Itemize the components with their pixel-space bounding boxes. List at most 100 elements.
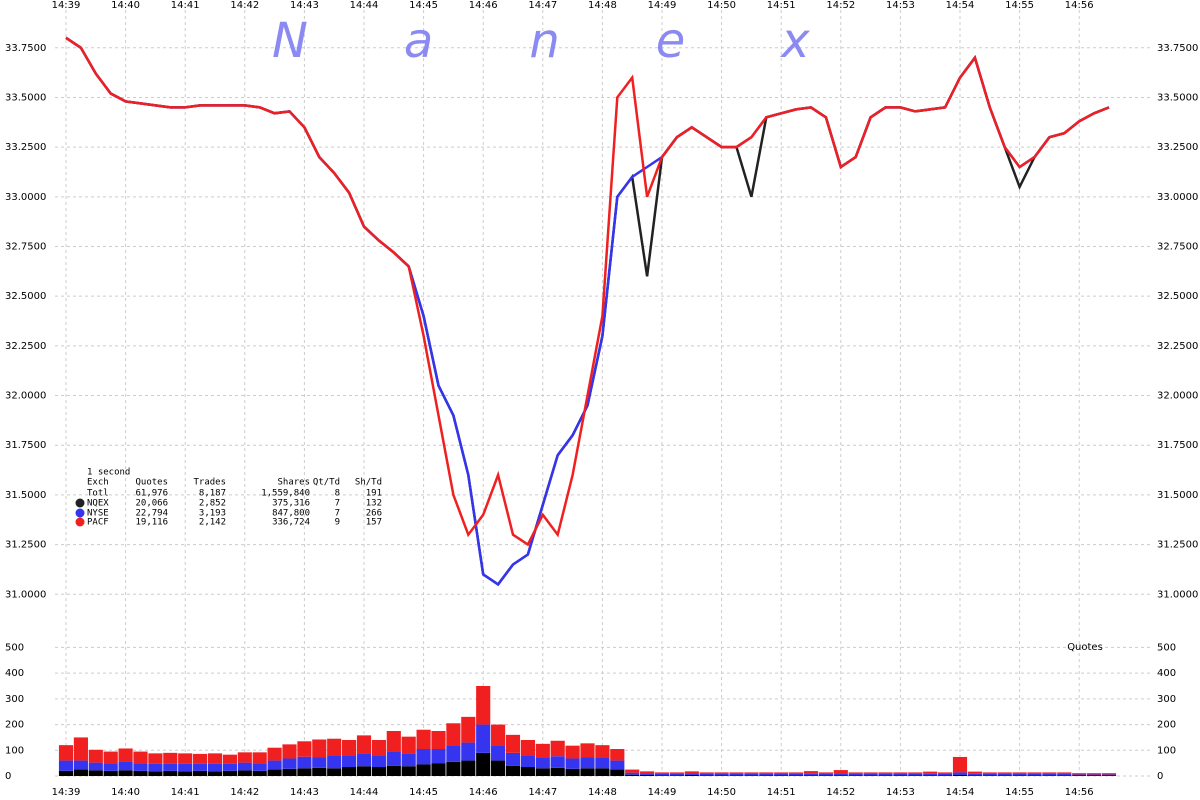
- x-tick-label: 14:49: [648, 787, 677, 798]
- stats-cell: 3,193: [199, 509, 226, 519]
- stats-header: Exch: [87, 478, 109, 488]
- quote-bar: [520, 740, 535, 756]
- quote-bar: [297, 756, 312, 769]
- x-tick-label: 14:50: [707, 787, 736, 798]
- quote-bar: [461, 742, 476, 761]
- stats-cell: 336,724: [272, 518, 310, 528]
- quote-bar: [1027, 775, 1042, 776]
- quote-bar: [252, 763, 267, 771]
- quote-bar: [1087, 775, 1102, 776]
- quote-bar: [818, 775, 833, 776]
- quote-bar: [416, 729, 431, 749]
- stats-cell: 132: [366, 499, 382, 509]
- legend-dot: [75, 508, 85, 518]
- x-tick-label: 14:43: [290, 787, 319, 798]
- stats-header: Trades: [193, 478, 226, 488]
- quote-bar: [938, 773, 953, 776]
- y-tick-label: 32.7500: [5, 241, 46, 252]
- quote-bar: [1012, 773, 1027, 776]
- quote-bar: [148, 763, 163, 772]
- quote-bar: [282, 758, 297, 769]
- y-tick-label: 33.5000: [5, 92, 46, 103]
- x-tick-label: 14:52: [826, 787, 855, 798]
- quote-bar: [133, 770, 148, 776]
- quote-bar: [1101, 775, 1117, 776]
- quote-bar: [952, 756, 968, 773]
- quote-bar: [565, 745, 580, 759]
- quote-bar: [952, 774, 968, 776]
- y-tick-label: 32.0000: [5, 391, 46, 402]
- quote-bar: [386, 731, 401, 752]
- stats-cell: 9: [335, 518, 340, 528]
- quote-bar: [684, 774, 699, 776]
- quote-bar: [997, 773, 1012, 776]
- y-tick-label-right: 31.2500: [1157, 540, 1198, 551]
- stats-exch: Totl: [87, 489, 109, 499]
- quote-bar: [58, 770, 74, 776]
- quote-bar: [371, 740, 386, 756]
- quote-bar: [88, 770, 103, 776]
- quote-bar: [282, 744, 297, 759]
- quote-bar: [535, 758, 550, 769]
- quote-bar: [818, 772, 833, 774]
- quote-bar: [938, 775, 953, 776]
- quote-bar: [461, 716, 476, 743]
- x-tick-label: 14:41: [171, 0, 200, 11]
- quote-bar: [818, 773, 833, 776]
- x-tick-label: 14:42: [230, 0, 259, 11]
- quote-bar: [1101, 773, 1117, 775]
- quote-bar: [893, 773, 908, 776]
- x-tick-label: 14:55: [1005, 787, 1034, 798]
- stats-cell: 1,559,840: [261, 489, 310, 499]
- quote-bar: [520, 767, 535, 776]
- quote-bar: [237, 770, 252, 776]
- stats-exch: NYSE: [87, 509, 109, 519]
- quote-bar: [684, 773, 699, 775]
- quote-bar: [267, 747, 282, 761]
- quote-bar: [833, 775, 848, 776]
- quote-bar: [312, 739, 327, 758]
- quote-bar: [491, 724, 506, 746]
- quote-bar: [73, 737, 88, 761]
- quote-bar: [774, 775, 789, 776]
- quote-bar: [535, 743, 550, 758]
- x-tick-label: 14:44: [350, 787, 379, 798]
- quote-bar: [908, 772, 923, 774]
- quote-bar: [327, 738, 342, 756]
- quote-bar: [133, 763, 148, 771]
- quote-bar: [774, 773, 789, 776]
- x-tick-label: 14:56: [1065, 787, 1094, 798]
- y-tick-label-right: 300: [1157, 694, 1176, 705]
- quote-bar: [476, 686, 491, 725]
- quote-bar: [774, 772, 789, 774]
- quote-bar: [640, 771, 655, 774]
- y-tick-label: 500: [5, 642, 24, 653]
- quote-bar: [759, 775, 774, 776]
- y-tick-label: 32.5000: [5, 291, 46, 302]
- quote-bar: [714, 772, 729, 774]
- quote-bar: [178, 771, 193, 776]
- quote-bar: [789, 775, 804, 776]
- y-tick-label-right: 32.7500: [1157, 241, 1198, 252]
- quote-bar: [163, 770, 178, 776]
- stats-cell: 191: [366, 489, 382, 499]
- stats-period: 1 second: [87, 468, 130, 478]
- stats-cell: 8,187: [199, 489, 226, 499]
- quote-bar: [58, 760, 74, 771]
- y-tick-label: 31.2500: [5, 540, 46, 551]
- quote-bar: [371, 767, 386, 776]
- x-tick-label: 14:45: [409, 0, 438, 11]
- quote-bar: [580, 768, 595, 776]
- quote-bar: [88, 749, 103, 763]
- quote-bar: [431, 763, 446, 776]
- y-tick-label-right: 400: [1157, 668, 1176, 679]
- y-tick-label: 31.0000: [5, 589, 46, 600]
- quote-bar: [148, 771, 163, 776]
- x-tick-label: 14:45: [409, 787, 438, 798]
- quote-bar: [342, 740, 357, 756]
- y-tick-label-right: 33.5000: [1157, 92, 1198, 103]
- quote-bar: [73, 769, 88, 776]
- quote-bar: [580, 743, 595, 758]
- price-line: [65, 36, 1110, 547]
- quote-bar: [401, 766, 416, 776]
